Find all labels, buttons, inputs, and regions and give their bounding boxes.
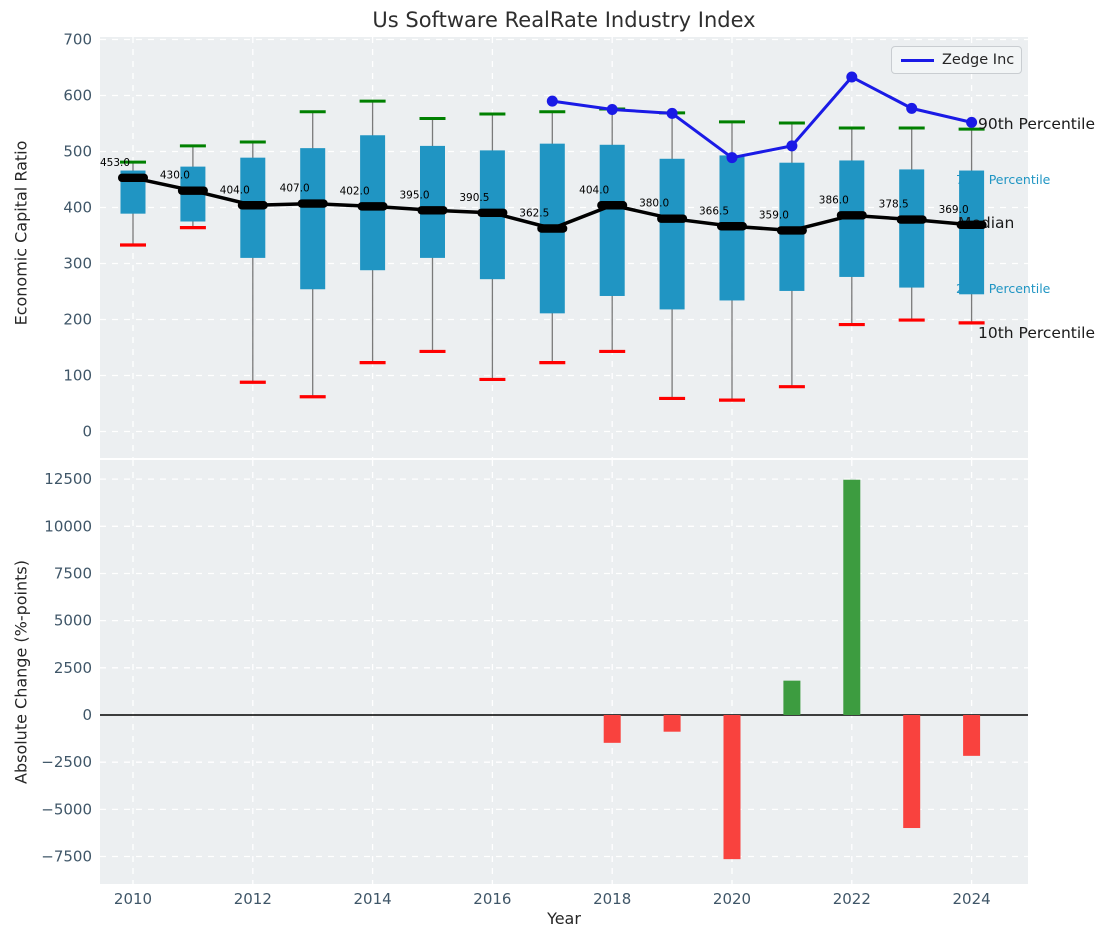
iqr-box-2018 xyxy=(600,145,625,296)
median-marker-2017 xyxy=(537,224,567,232)
bottom-ytick-7500: 7500 xyxy=(54,564,92,582)
median-marker-2021 xyxy=(777,226,807,234)
zedge-point-2019 xyxy=(667,108,678,119)
iqr-box-2023 xyxy=(899,169,924,287)
median-marker-2020 xyxy=(717,222,747,230)
bottom-ytick-0: 0 xyxy=(82,706,92,724)
iqr-box-2015 xyxy=(420,146,445,258)
change-bar-2021 xyxy=(783,681,800,715)
bottom-ytick-12500: 12500 xyxy=(44,470,92,488)
xtick-2020: 2020 xyxy=(713,890,751,908)
median-value-label-2024: 369.0 xyxy=(939,204,969,216)
xtick-2010: 2010 xyxy=(114,890,152,908)
median-marker-2016 xyxy=(477,209,507,217)
median-value-label-2012: 404.0 xyxy=(220,184,250,196)
median-marker-2024 xyxy=(957,221,987,229)
median-marker-2011 xyxy=(178,187,208,195)
bottom-ytick-5000: 5000 xyxy=(54,612,92,630)
xtick-2024: 2024 xyxy=(953,890,991,908)
bottom-ytick-10000: 10000 xyxy=(44,517,92,535)
median-value-label-2016: 390.5 xyxy=(459,192,489,204)
median-value-label-2013: 407.0 xyxy=(280,183,310,195)
change-bar-2018 xyxy=(604,715,621,743)
top-ytick-400: 400 xyxy=(63,199,92,217)
median-marker-2010 xyxy=(118,174,148,182)
top-ytick-200: 200 xyxy=(63,311,92,329)
median-value-label-2023: 378.5 xyxy=(879,199,909,211)
median-marker-2013 xyxy=(298,199,328,207)
x-axis-label: Year xyxy=(100,909,1028,928)
xtick-2012: 2012 xyxy=(234,890,272,908)
median-value-label-2014: 402.0 xyxy=(340,185,370,197)
zedge-point-2021 xyxy=(786,140,797,151)
legend-line-sample-icon xyxy=(901,59,934,62)
zedge-point-2024 xyxy=(966,117,977,128)
y-axis-label-top: Economic Capital Ratio xyxy=(12,141,31,326)
median-value-label-2018: 404.0 xyxy=(579,184,609,196)
median-marker-2022 xyxy=(837,211,867,219)
change-bar-2022 xyxy=(843,480,860,715)
xtick-2022: 2022 xyxy=(833,890,871,908)
bottom-plot-background xyxy=(100,460,1028,884)
top-ytick-0: 0 xyxy=(82,423,92,441)
chart-title: Us Software RealRate Industry Index xyxy=(100,8,1028,32)
median-value-label-2021: 359.0 xyxy=(759,209,789,221)
zedge-point-2023 xyxy=(906,103,917,114)
median-marker-2018 xyxy=(597,201,627,209)
median-value-label-2019: 380.0 xyxy=(639,198,669,210)
legend: Zedge Inc xyxy=(891,46,1022,74)
top-ytick-100: 100 xyxy=(63,367,92,385)
chart-canvas: 0 100 200 300 400 500 600 700 12500 10000 7500 5000… xyxy=(0,0,1111,942)
change-bar-2023 xyxy=(903,715,920,828)
xtick-2016: 2016 xyxy=(473,890,511,908)
top-ytick-700: 700 xyxy=(63,31,92,49)
iqr-box-2019 xyxy=(660,159,685,310)
zedge-point-2022 xyxy=(846,72,857,83)
top-ytick-600: 600 xyxy=(63,87,92,105)
top-ytick-500: 500 xyxy=(63,143,92,161)
xtick-2018: 2018 xyxy=(593,890,631,908)
top-ytick-300: 300 xyxy=(63,255,92,273)
median-value-label-2010: 453.0 xyxy=(100,157,130,169)
figure: 0 100 200 300 400 500 600 700 12500 10000 7500 5000… xyxy=(0,0,1111,942)
median-marker-2015 xyxy=(418,206,448,214)
change-bar-2024 xyxy=(963,715,980,756)
median-marker-2014 xyxy=(358,202,388,210)
zedge-point-2018 xyxy=(607,104,618,115)
median-marker-2023 xyxy=(897,215,927,223)
bottom-ytick--5000: −5000 xyxy=(41,800,92,818)
bottom-ytick--2500: −2500 xyxy=(41,753,92,771)
zedge-point-2017 xyxy=(547,96,558,107)
median-value-label-2011: 430.0 xyxy=(160,170,190,182)
legend-label: Zedge Inc xyxy=(942,52,1014,68)
bottom-ytick-2500: 2500 xyxy=(54,659,92,677)
annotation-90th-percentile: 90th Percentile xyxy=(978,115,1095,133)
y-axis-label-bottom: Absolute Change (%-points) xyxy=(12,560,31,784)
median-marker-2019 xyxy=(657,215,687,223)
change-bar-2019 xyxy=(664,715,681,732)
annotation-10th-percentile: 10th Percentile xyxy=(978,324,1095,342)
xtick-2014: 2014 xyxy=(354,890,392,908)
iqr-box-2024 xyxy=(959,171,984,295)
median-value-label-2020: 366.5 xyxy=(699,205,729,217)
median-value-label-2022: 386.0 xyxy=(819,194,849,206)
median-marker-2012 xyxy=(238,201,268,209)
bottom-ytick--7500: −7500 xyxy=(41,848,92,866)
zedge-point-2020 xyxy=(727,152,738,163)
median-value-label-2015: 395.0 xyxy=(399,189,429,201)
median-value-label-2017: 362.5 xyxy=(519,208,549,220)
change-bar-2020 xyxy=(724,715,741,859)
iqr-box-2013 xyxy=(300,148,325,289)
